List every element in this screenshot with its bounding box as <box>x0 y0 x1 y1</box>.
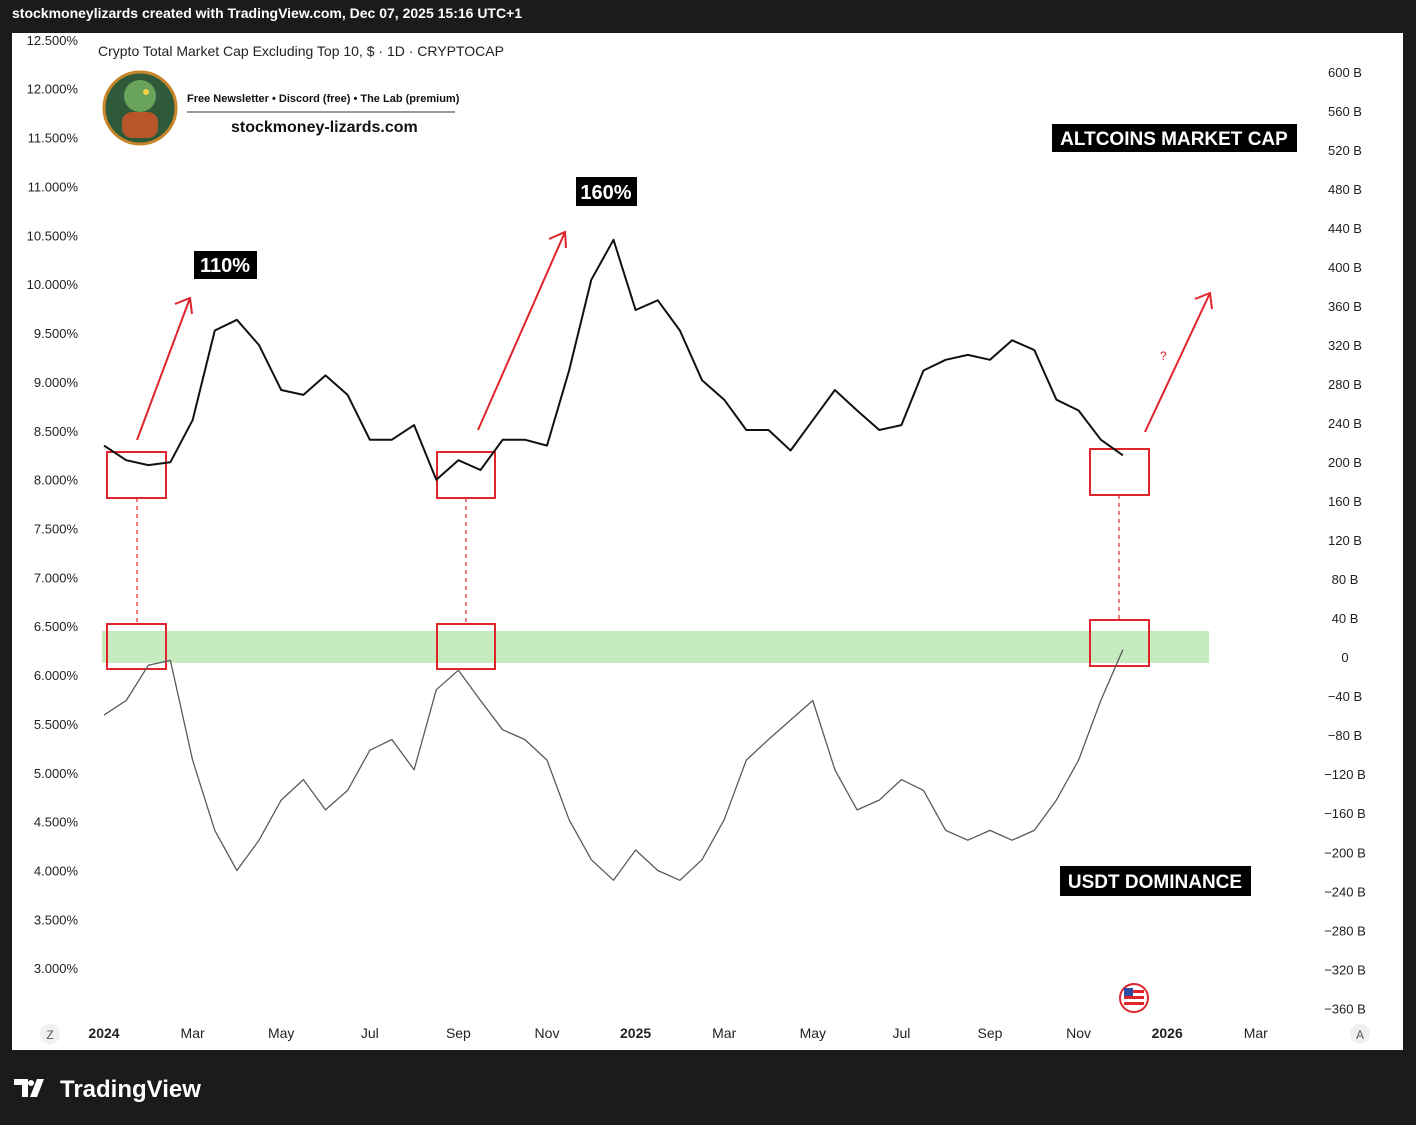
x-tick-label: Nov <box>1066 1025 1091 1041</box>
series-label: ALTCOINS MARKET CAP <box>1060 129 1288 150</box>
website: stockmoney-lizards.com <box>231 119 418 136</box>
y2-tick-label: −80 B <box>1328 728 1362 743</box>
y-tick-label: 10.500% <box>27 228 79 243</box>
event-icon <box>1119 983 1149 1013</box>
y-tick-label: 8.000% <box>34 473 79 488</box>
chart-title: Crypto Total Market Cap Excluding Top 10… <box>98 43 504 59</box>
y2-tick-label: 240 B <box>1328 416 1362 431</box>
y2-tick-label: −320 B <box>1324 962 1366 977</box>
y-tick-label: 4.000% <box>34 863 79 878</box>
x-tick-label: Sep <box>446 1025 471 1041</box>
y2-tick-label: 80 B <box>1332 572 1359 587</box>
label-box <box>194 251 257 279</box>
y2-tick-label: 480 B <box>1328 182 1362 197</box>
y2-tick-label: −160 B <box>1324 806 1366 821</box>
y-tick-label: 7.500% <box>34 521 79 536</box>
x-tick-label: 2026 <box>1152 1025 1183 1041</box>
label-box <box>576 177 637 206</box>
auto-button[interactable] <box>1350 1024 1370 1044</box>
question-mark: ? <box>1160 349 1167 363</box>
y2-tick-label: 0 <box>1341 650 1348 665</box>
x-tick-label: Mar <box>712 1025 736 1041</box>
y-tick-label: 10.000% <box>27 277 79 292</box>
series-line <box>103 649 1124 881</box>
header: stockmoneylizards created with TradingVi… <box>12 5 522 21</box>
y2-tick-label: 40 B <box>1332 611 1359 626</box>
highlight-band <box>102 631 1209 663</box>
series-line <box>103 238 1124 481</box>
label-box <box>1052 124 1297 152</box>
gain-label: 110% <box>200 255 250 277</box>
arrows <box>136 230 1213 441</box>
y2-tick-label: 560 B <box>1328 104 1362 119</box>
y-tick-label: 8.500% <box>34 424 79 439</box>
y-tick-label: 4.500% <box>34 815 79 830</box>
chart-panel <box>12 33 1403 1050</box>
x-tick-label: Sep <box>978 1025 1003 1041</box>
gain-label: 160% <box>580 182 631 204</box>
y-tick-label: 5.500% <box>34 717 79 732</box>
x-tick-label: May <box>268 1025 294 1041</box>
connector-lines <box>136 495 1120 624</box>
series-label: USDT DOMINANCE <box>1068 872 1242 893</box>
y-tick-label: 3.000% <box>34 961 79 976</box>
y-tick-label: 7.000% <box>34 570 79 585</box>
tv-logo <box>14 1079 44 1097</box>
auto-button-label[interactable]: A <box>1356 1028 1364 1042</box>
y2-tick-label: −280 B <box>1324 923 1366 938</box>
y-tick-label: 6.000% <box>34 668 79 683</box>
y2-tick-label: −40 B <box>1328 689 1362 704</box>
y2-tick-label: −120 B <box>1324 767 1366 782</box>
y2-tick-label: 440 B <box>1328 221 1362 236</box>
y-tick-label: 6.500% <box>34 619 79 634</box>
x-tick-label: Mar <box>1244 1025 1268 1041</box>
subtitle: Free Newsletter • Discord (free) • The L… <box>187 93 460 105</box>
y2-tick-label: 320 B <box>1328 338 1362 353</box>
y-tick-label: 11.500% <box>28 131 79 146</box>
y2-tick-label: 400 B <box>1328 260 1362 275</box>
x-tick-label: Mar <box>181 1025 205 1041</box>
y2-tick-label: −360 B <box>1324 1001 1366 1016</box>
y-tick-label: 5.000% <box>34 766 79 781</box>
scale-button-label[interactable]: Z <box>46 1028 53 1042</box>
logo <box>102 70 178 146</box>
y2-tick-label: −240 B <box>1324 884 1366 899</box>
y-tick-label: 9.500% <box>34 326 79 341</box>
scale-button[interactable] <box>40 1024 60 1044</box>
footer-brand: TradingView <box>60 1076 201 1103</box>
y-tick-label: 12.500% <box>27 33 79 48</box>
y-tick-label: 3.500% <box>34 912 79 927</box>
y2-tick-label: 600 B <box>1328 65 1362 80</box>
y-tick-label: 9.000% <box>34 375 79 390</box>
y2-tick-label: 120 B <box>1328 533 1362 548</box>
y-tick-label: 11.000% <box>28 179 79 194</box>
y2-tick-label: 160 B <box>1328 494 1362 509</box>
x-tick-label: Jul <box>892 1025 910 1041</box>
x-tick-label: Jul <box>361 1025 379 1041</box>
y-tick-label: 12.000% <box>27 82 79 97</box>
x-tick-label: 2025 <box>620 1025 651 1041</box>
y2-tick-label: −200 B <box>1324 845 1366 860</box>
y2-tick-label: 200 B <box>1328 455 1362 470</box>
x-tick-label: Nov <box>535 1025 560 1041</box>
label-box <box>1060 866 1251 896</box>
y2-tick-label: 360 B <box>1328 299 1362 314</box>
y2-tick-label: 520 B <box>1328 143 1362 158</box>
x-tick-label: May <box>800 1025 826 1041</box>
x-tick-label: 2024 <box>88 1025 119 1041</box>
y2-tick-label: 280 B <box>1328 377 1362 392</box>
